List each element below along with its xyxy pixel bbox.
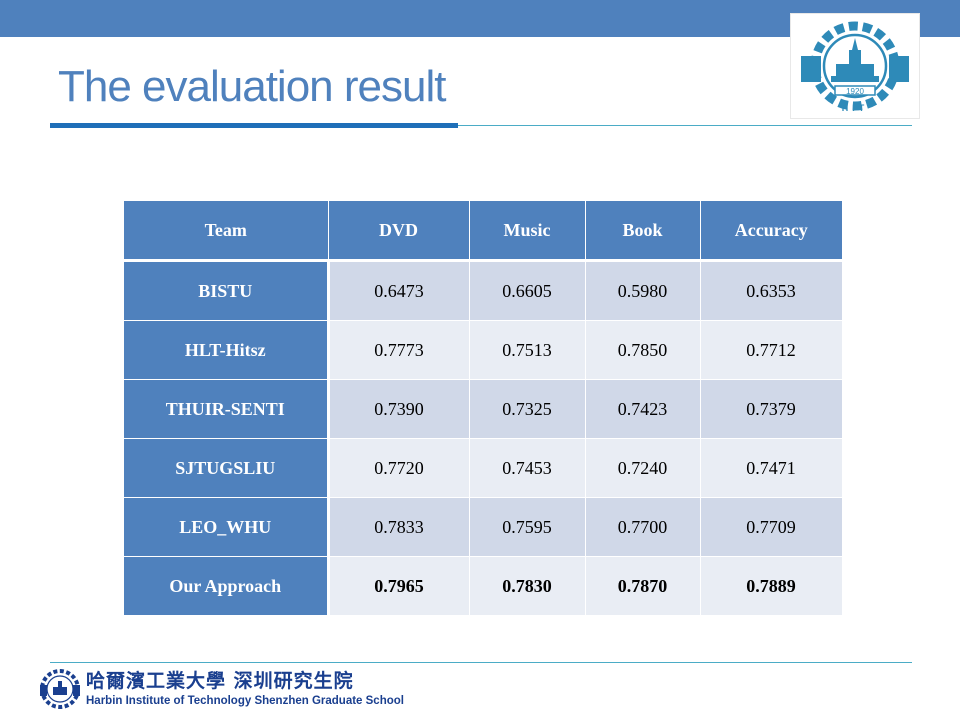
table-row: HLT-Hitsz 0.7773 0.7513 0.7850 0.7712 (124, 320, 843, 380)
book-cell: 0.7870 (585, 556, 701, 616)
dvd-cell: 0.6473 (328, 260, 470, 321)
table-row: LEO_WHU 0.7833 0.7595 0.7700 0.7709 (124, 497, 843, 557)
table-row: SJTUGSLIU 0.7720 0.7453 0.7240 0.7471 (124, 438, 843, 498)
header-team: Team (124, 201, 329, 262)
team-name-cell: Our Approach (124, 556, 330, 616)
dvd-cell: 0.7773 (328, 320, 470, 380)
book-cell: 0.7850 (585, 320, 701, 380)
footer-institution-en: Harbin Institute of Technology Shenzhen … (86, 695, 404, 707)
accuracy-cell: 0.7471 (700, 438, 843, 498)
footer-institution-cn: 哈爾濱工業大學 深圳研究生院 (86, 670, 354, 692)
table-row-our-approach: Our Approach 0.7965 0.7830 0.7870 0.7889 (124, 556, 843, 616)
hit-emblem-icon: 1920 HIT (801, 21, 909, 113)
accuracy-cell: 0.7379 (700, 379, 843, 439)
book-cell: 0.7423 (585, 379, 701, 439)
header-music: Music (469, 201, 586, 262)
hit-emblem-small-icon (40, 669, 80, 709)
header-dvd: DVD (328, 201, 470, 262)
book-cell: 0.5980 (585, 260, 701, 321)
slide-title: The evaluation result (58, 62, 446, 111)
team-name-cell: LEO_WHU (124, 497, 330, 557)
music-cell: 0.7513 (469, 320, 586, 380)
dvd-cell: 0.7833 (328, 497, 470, 557)
accuracy-cell: 0.7889 (700, 556, 843, 616)
accuracy-cell: 0.7709 (700, 497, 843, 557)
dvd-cell: 0.7965 (328, 556, 470, 616)
team-name-cell: THUIR-SENTI (124, 379, 330, 439)
book-cell: 0.7700 (585, 497, 701, 557)
emblem-letters: HIT (842, 103, 869, 113)
accuracy-cell: 0.6353 (700, 260, 843, 321)
header-logo: 1920 HIT (790, 13, 920, 119)
music-cell: 0.7325 (469, 379, 586, 439)
music-cell: 0.7595 (469, 497, 586, 557)
header-accuracy: Accuracy (700, 201, 842, 262)
table-row: THUIR-SENTI 0.7390 0.7325 0.7423 0.7379 (124, 379, 843, 439)
dvd-cell: 0.7720 (328, 438, 470, 498)
music-cell: 0.7453 (469, 438, 586, 498)
team-name-cell: SJTUGSLIU (124, 438, 330, 498)
team-name-cell: BISTU (124, 260, 330, 321)
results-table: Team DVD Music Book Accuracy BISTU 0.647… (124, 201, 843, 616)
emblem-year: 1920 (846, 87, 864, 96)
table-row: BISTU 0.6473 0.6605 0.5980 0.6353 (124, 260, 843, 321)
table-header-row: Team DVD Music Book Accuracy (124, 201, 842, 262)
title-underline-thin (458, 125, 912, 126)
dvd-cell: 0.7390 (328, 379, 470, 439)
title-underline-thick (50, 123, 458, 128)
footer-divider (50, 662, 912, 663)
music-cell: 0.7830 (469, 556, 586, 616)
header-book: Book (585, 201, 701, 262)
book-cell: 0.7240 (585, 438, 701, 498)
music-cell: 0.6605 (469, 260, 586, 321)
accuracy-cell: 0.7712 (700, 320, 843, 380)
team-name-cell: HLT-Hitsz (124, 320, 330, 380)
